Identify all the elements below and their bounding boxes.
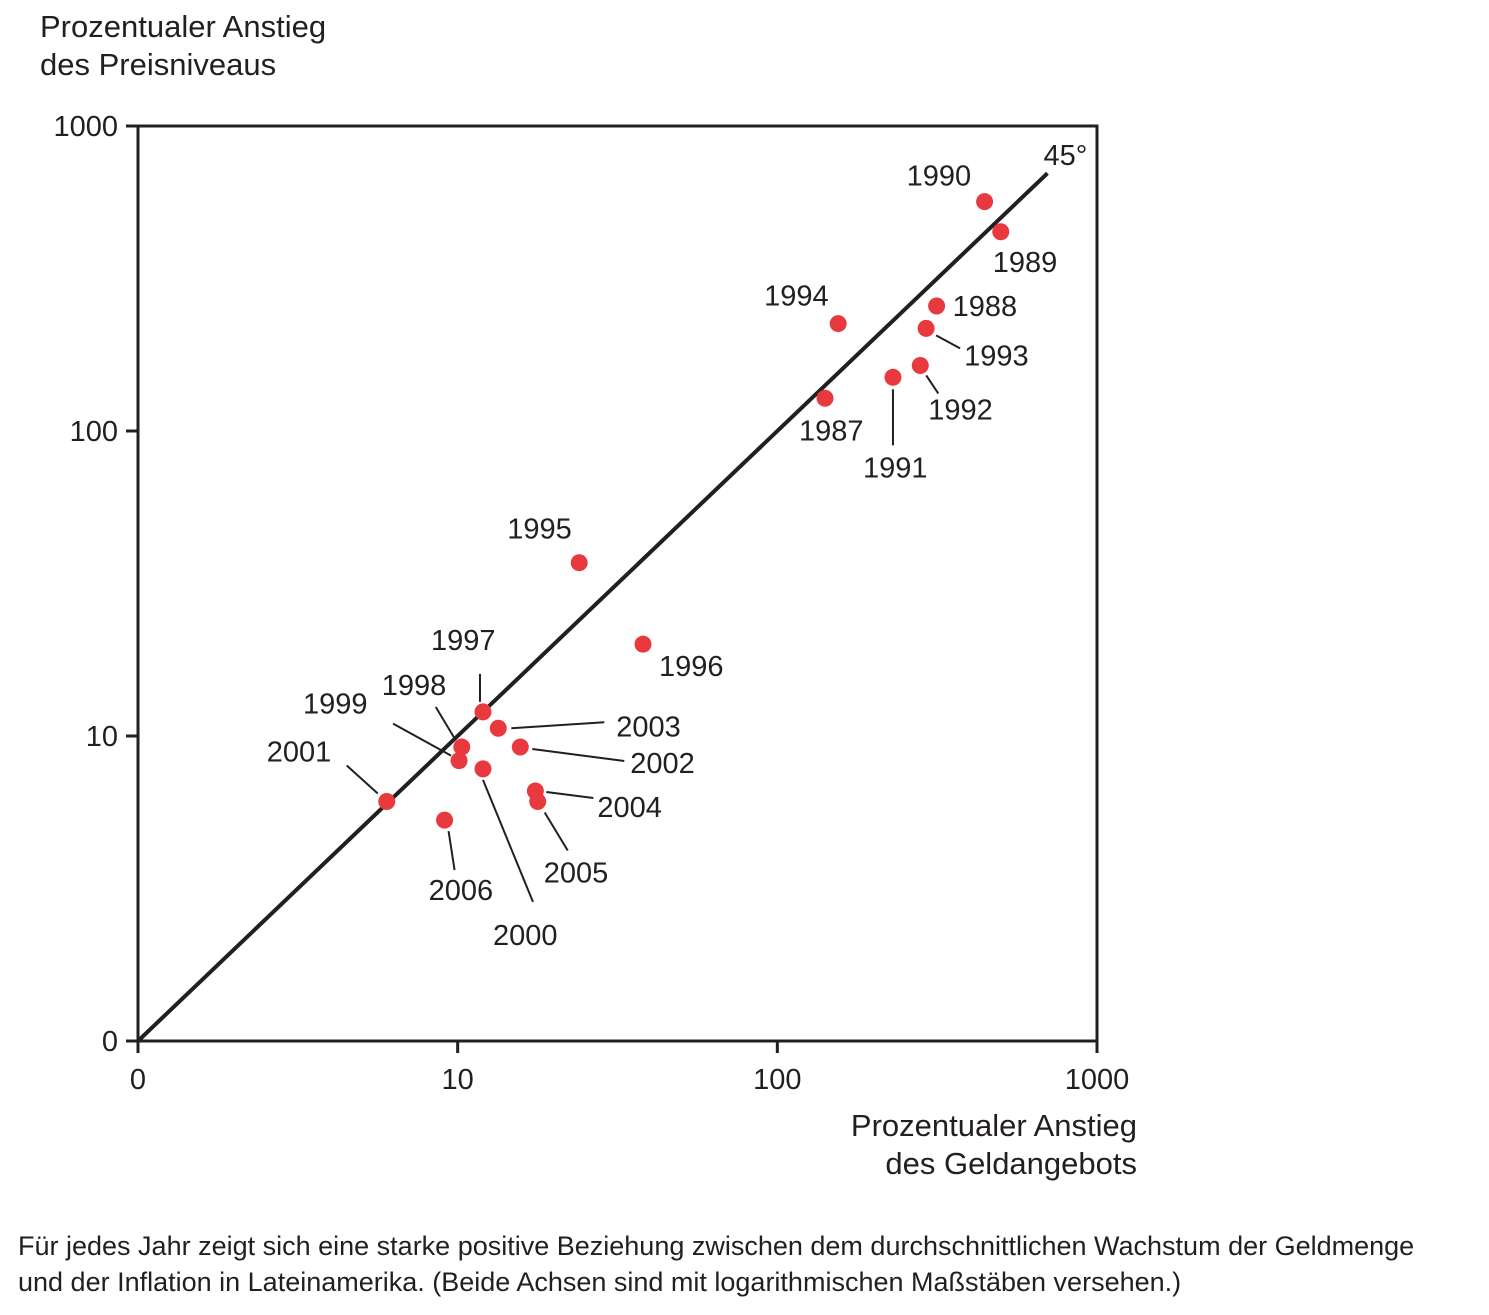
point-label-1997: 1997: [431, 625, 496, 657]
y-axis-label-line-1: Prozentualer Anstieg: [40, 9, 327, 44]
data-point-2006: [436, 811, 454, 829]
leader-line-1993: [935, 334, 961, 350]
plot-frame: [136, 124, 1099, 1043]
x-axis-label-line-1: Prozentualer Anstieg: [850, 1108, 1137, 1143]
leader-line-2002: [532, 748, 625, 763]
leader-line-2000: [482, 779, 534, 903]
label-leader-lines: [346, 334, 961, 903]
point-label-2000: 2000: [493, 920, 558, 952]
data-point-1987: [816, 389, 834, 407]
caption-line-1: Für jedes Jahr zeigt sich eine starke po…: [18, 1231, 1415, 1261]
point-label-1994: 1994: [764, 281, 829, 313]
leader-line-1999: [392, 722, 452, 757]
point-label-2002: 2002: [630, 748, 695, 780]
point-label-1992: 1992: [928, 394, 993, 426]
data-point-1993: [917, 319, 935, 337]
point-label-1991: 1991: [863, 452, 928, 484]
point-label-1998: 1998: [382, 670, 447, 702]
point-label-1995: 1995: [507, 514, 572, 546]
data-point-1994: [829, 315, 847, 333]
y-tick-label: 10: [86, 721, 118, 753]
leader-line-2004: [546, 791, 594, 800]
data-points: [378, 193, 1010, 829]
data-point-2003: [489, 719, 507, 737]
y-tick-label: 1000: [53, 111, 118, 143]
figure-caption: Für jedes Jahr zeigt sich eine starke po…: [18, 1228, 1478, 1300]
point-label-2005: 2005: [544, 857, 609, 889]
point-label-2006: 2006: [429, 875, 494, 907]
leader-line-2005: [543, 811, 569, 851]
y-axis-label-line-2: des Preisniveaus: [40, 47, 277, 82]
reference-line-label: 45°: [1043, 140, 1087, 172]
data-point-1992: [911, 356, 929, 374]
point-label-1988: 1988: [953, 291, 1018, 323]
x-tick-label: 100: [753, 1064, 801, 1096]
data-point-1991: [884, 368, 902, 386]
leader-line-1992: [925, 374, 940, 395]
x-axis-label: Prozentualer Anstieg des Geldangebots: [851, 1107, 1137, 1183]
point-label-1990: 1990: [907, 161, 972, 193]
x-tick-label: 10: [442, 1064, 474, 1096]
data-point-1996: [634, 635, 652, 653]
reference-line-group: 45°: [136, 140, 1087, 1043]
y-tick-label: 0: [102, 1026, 118, 1058]
leader-line-1998: [434, 706, 455, 738]
caption-line-2: und der Inflation in Lateinamerika. (Bei…: [18, 1267, 1182, 1297]
data-point-1990: [976, 193, 994, 211]
point-label-1996: 1996: [659, 651, 724, 683]
data-point-1998: [453, 738, 471, 756]
data-point-2000: [474, 760, 492, 778]
point-label-2004: 2004: [597, 792, 662, 824]
x-tick-label: 0: [130, 1064, 146, 1096]
point-label-2003: 2003: [616, 711, 681, 743]
chart-axes: 0 10 100 1000 0 10 100 1000: [53, 111, 1129, 1096]
leader-line-2006: [447, 830, 456, 871]
point-label-1989: 1989: [993, 247, 1058, 279]
point-label-1999: 1999: [303, 689, 368, 721]
point-label-1993: 1993: [964, 340, 1029, 372]
data-point-1988: [928, 297, 946, 315]
data-point-1989: [992, 223, 1010, 241]
data-point-2001: [378, 792, 396, 810]
data-point-1999: [450, 752, 468, 770]
data-point-1997: [474, 703, 492, 721]
reference-line-45: [136, 171, 1049, 1043]
x-axis-label-line-2: des Geldangebots: [885, 1146, 1137, 1181]
data-point-2002: [511, 738, 529, 756]
data-point-2005: [529, 792, 547, 810]
leader-line-2001: [346, 764, 379, 795]
data-point-1995: [570, 554, 588, 572]
scatter-chart: 0 10 100 1000 0 10 100 1000 45° 1987 1988 1989 199…: [53, 111, 1129, 1096]
y-tick-label: 100: [70, 416, 118, 448]
point-label-2001: 2001: [267, 736, 332, 768]
y-axis-label: Prozentualer Anstieg des Preisniveaus: [40, 8, 326, 84]
x-tick-label: 1000: [1065, 1064, 1130, 1096]
point-label-1987: 1987: [799, 415, 864, 447]
leader-line-2003: [511, 721, 605, 730]
